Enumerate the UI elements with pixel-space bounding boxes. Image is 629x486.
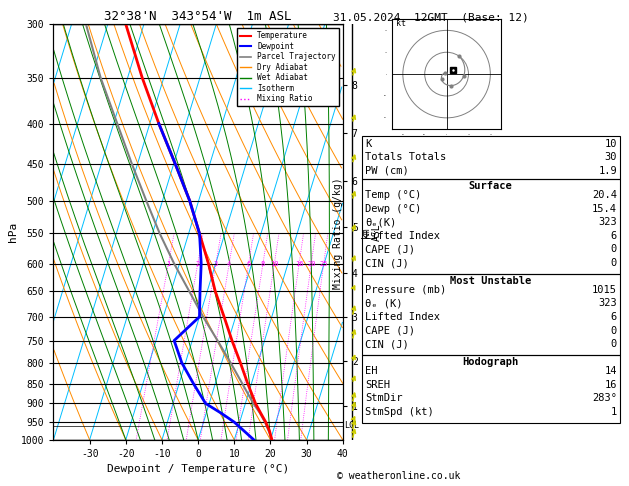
Text: Pressure (mb): Pressure (mb)	[365, 285, 446, 295]
Text: 0: 0	[611, 244, 617, 255]
Legend: Temperature, Dewpoint, Parcel Trajectory, Dry Adiabat, Wet Adiabat, Isotherm, Mi: Temperature, Dewpoint, Parcel Trajectory…	[237, 28, 339, 106]
Text: Mixing Ratio (g/kg): Mixing Ratio (g/kg)	[333, 177, 343, 289]
Text: 14: 14	[604, 366, 617, 376]
Text: SREH: SREH	[365, 380, 390, 390]
Text: 30: 30	[604, 152, 617, 162]
Text: Dewp (°C): Dewp (°C)	[365, 204, 421, 214]
Text: 31.05.2024  12GMT  (Base: 12): 31.05.2024 12GMT (Base: 12)	[333, 12, 529, 22]
Text: Hodograph: Hodograph	[462, 357, 519, 367]
Text: CIN (J): CIN (J)	[365, 339, 409, 349]
Text: StmSpd (kt): StmSpd (kt)	[365, 407, 433, 417]
Text: 0: 0	[611, 339, 617, 349]
Text: 2: 2	[196, 260, 200, 266]
Text: 1: 1	[611, 407, 617, 417]
Text: 4: 4	[227, 260, 231, 266]
Text: Surface: Surface	[469, 181, 513, 191]
Title: 32°38'N  343°54'W  1m ASL: 32°38'N 343°54'W 1m ASL	[104, 10, 292, 23]
Text: Most Unstable: Most Unstable	[450, 276, 532, 286]
Text: Totals Totals: Totals Totals	[365, 152, 446, 162]
Y-axis label: hPa: hPa	[8, 222, 18, 242]
Text: 1.9: 1.9	[598, 166, 617, 176]
Text: CAPE (J): CAPE (J)	[365, 326, 415, 336]
Text: 1: 1	[166, 260, 170, 266]
Text: 6: 6	[611, 312, 617, 322]
Text: Lifted Index: Lifted Index	[365, 312, 440, 322]
Text: 8: 8	[261, 260, 265, 266]
Text: LCL: LCL	[344, 421, 359, 430]
Y-axis label: km
ASL: km ASL	[360, 223, 382, 241]
Text: 6: 6	[611, 231, 617, 241]
Text: PW (cm): PW (cm)	[365, 166, 409, 176]
Text: Temp (°C): Temp (°C)	[365, 190, 421, 200]
Text: 10: 10	[270, 260, 279, 266]
X-axis label: Dewpoint / Temperature (°C): Dewpoint / Temperature (°C)	[107, 465, 289, 474]
Text: 25: 25	[320, 260, 328, 266]
Text: StmDir: StmDir	[365, 393, 403, 403]
Text: 20: 20	[307, 260, 316, 266]
Text: K: K	[365, 139, 371, 149]
Text: 15.4: 15.4	[592, 204, 617, 214]
Text: 0: 0	[611, 258, 617, 268]
Text: 283°: 283°	[592, 393, 617, 403]
Text: CIN (J): CIN (J)	[365, 258, 409, 268]
Text: 323: 323	[598, 298, 617, 309]
Text: 1015: 1015	[592, 285, 617, 295]
Text: EH: EH	[365, 366, 377, 376]
Text: 10: 10	[604, 139, 617, 149]
Text: © weatheronline.co.uk: © weatheronline.co.uk	[337, 471, 460, 481]
Text: 6: 6	[247, 260, 251, 266]
Text: 20.4: 20.4	[592, 190, 617, 200]
Text: 0: 0	[611, 326, 617, 336]
Text: 16: 16	[604, 380, 617, 390]
Text: 323: 323	[598, 217, 617, 227]
Text: CAPE (J): CAPE (J)	[365, 244, 415, 255]
Text: 3: 3	[214, 260, 218, 266]
Text: θₑ (K): θₑ (K)	[365, 298, 403, 309]
Text: kt: kt	[396, 19, 406, 28]
Text: 16: 16	[295, 260, 303, 266]
Text: Lifted Index: Lifted Index	[365, 231, 440, 241]
Text: θₑ(K): θₑ(K)	[365, 217, 396, 227]
